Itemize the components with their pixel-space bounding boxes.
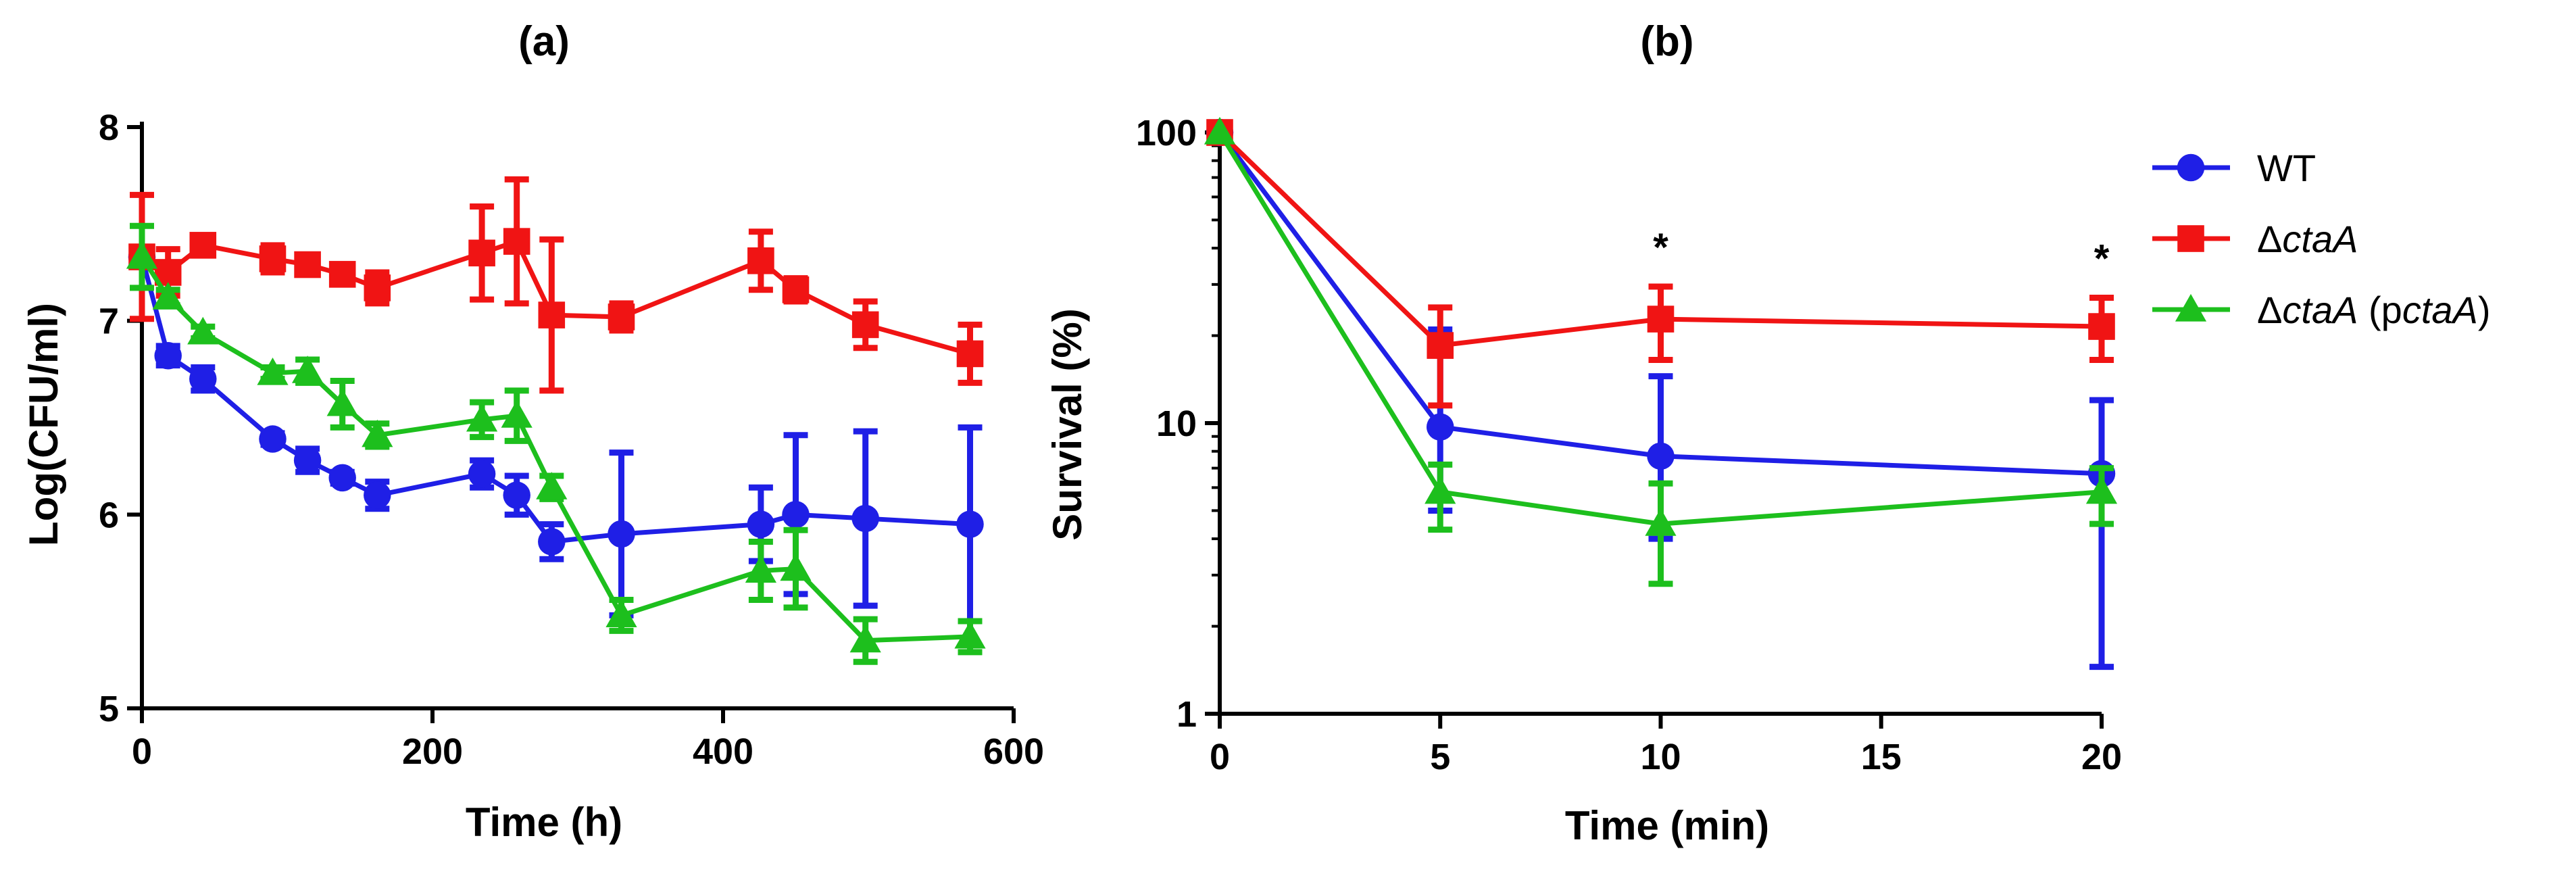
- chart-a-point: [536, 472, 568, 499]
- chart-b-point: [1425, 476, 1456, 504]
- chart-a-point: [294, 251, 321, 278]
- chart-b-series-ctaa: [1206, 119, 2115, 409]
- chart-a-point: [152, 282, 184, 310]
- chart-b-series-ctaa-pctaa: [1204, 116, 2118, 587]
- chart-a-point: [747, 247, 774, 274]
- legend-swatch-1: [2152, 225, 2230, 252]
- chart-a-point: [956, 510, 984, 538]
- chart-a-point: [605, 600, 637, 627]
- chart-b: (b) Time (min) Survival (%) 0 5 10 15 20 1 10 1…: [1045, 18, 2122, 848]
- legend: WT ΔctaA ΔctaA (pctaA): [2152, 147, 2491, 331]
- chart-a-point: [293, 446, 322, 474]
- chart-a-point: [259, 425, 287, 453]
- chart-a-y-tick-label: 5: [99, 689, 119, 729]
- legend-swatch-marker: [2177, 153, 2205, 182]
- chart-a-xlabel: Time (h): [466, 800, 622, 845]
- chart-a-point: [956, 340, 984, 368]
- legend-label-wt: WT: [2257, 147, 2316, 189]
- chart-b-point: [1647, 442, 1675, 470]
- legend-item-wt: WT: [2257, 147, 2316, 189]
- chart-b-error-bar: [2089, 397, 2114, 670]
- chart-a-point: [538, 301, 566, 328]
- chart-b-y-tick-label: 10: [1156, 404, 1197, 444]
- chart-a-point: [745, 555, 776, 583]
- legend-label-ctaa: ΔctaA: [2257, 218, 2358, 260]
- chart-a-point: [189, 232, 217, 259]
- chart-a-series-ctaa: [128, 176, 984, 394]
- chart-a-point: [501, 400, 532, 428]
- chart-a-point: [782, 276, 810, 303]
- chart-a-y-tick-label: 7: [99, 301, 119, 342]
- legend-swatch-marker: [2175, 293, 2207, 322]
- chart-b-point: [1645, 508, 1677, 536]
- chart-a-point: [189, 365, 217, 393]
- chart-b-x-tick-label: 20: [2081, 737, 2122, 777]
- chart-a-point: [257, 357, 289, 385]
- chart-a-point: [328, 464, 356, 492]
- chart-b-x-tick-label: 15: [1861, 737, 1902, 777]
- legend-label-ctaa-pctaa: ΔctaA (pctaA): [2257, 289, 2491, 331]
- chart-a-x-tick-label: 0: [132, 731, 152, 772]
- chart-a-point: [187, 316, 219, 345]
- chart-a-point: [608, 520, 635, 548]
- chart-a-point: [154, 342, 182, 370]
- chart-b-line-ctaa: [1218, 130, 2102, 348]
- chart-a-point: [503, 481, 530, 509]
- chart-a-point: [468, 239, 495, 267]
- chart-b-point: [2085, 476, 2118, 504]
- chart-b-y-tick-label: 100: [1136, 113, 1197, 153]
- legend-item-ctaa-pctaa: ΔctaA (pctaA): [2257, 289, 2491, 331]
- chart-a-point: [259, 245, 287, 272]
- chart-b-significance-marker: *: [2094, 237, 2110, 281]
- chart-b-point: [1204, 116, 1236, 145]
- chart-a-ylabel: Log(CFU/ml): [21, 303, 66, 546]
- chart-a-point: [782, 501, 810, 529]
- chart-a-point: [851, 504, 879, 533]
- chart-a-series-ctaa-pctaa: [126, 222, 986, 665]
- chart-a-point: [126, 241, 158, 269]
- chart-b-line-ctaa-pctaa: [1218, 131, 2102, 527]
- chart-a-point: [328, 261, 356, 288]
- chart-a: (a) Time (h) Log(CFU/ml) 0 200 400 600 5 6 7 8: [21, 18, 1044, 845]
- legend-swatch-0: [2152, 153, 2230, 182]
- chart-b-xlabel: Time (min): [1565, 803, 1769, 848]
- chart-a-point: [608, 303, 635, 331]
- chart-a-point: [364, 274, 391, 301]
- chart-b-point: [1427, 332, 1454, 359]
- chart-a-x-tick-label: 400: [693, 731, 753, 772]
- chart-a-point: [849, 625, 881, 653]
- chart-b-point: [1427, 413, 1454, 441]
- chart-b-significance-marker: *: [1653, 226, 1668, 270]
- chart-b-point: [2088, 313, 2115, 340]
- chart-a-point: [292, 356, 324, 383]
- chart-a-point: [954, 620, 986, 649]
- chart-a-point: [747, 510, 775, 538]
- chart-a-y-tick-label: 8: [99, 107, 119, 148]
- chart-b-ylabel: Survival (%): [1045, 308, 1090, 540]
- chart-a-title: (a): [518, 18, 570, 65]
- chart-a-x-tick-label: 200: [402, 731, 463, 772]
- chart-a-point: [326, 388, 358, 416]
- chart-b-line-wt: [1218, 130, 2102, 477]
- legend-item-ctaa: ΔctaA: [2257, 218, 2358, 260]
- chart-a-point: [851, 311, 879, 339]
- chart-b-x-tick-label: 0: [1210, 737, 1230, 777]
- chart-a-point: [362, 419, 393, 447]
- chart-a-y-tick-label: 6: [99, 495, 119, 535]
- chart-a-point: [466, 404, 498, 432]
- chart-b-x-tick-label: 10: [1640, 737, 1681, 777]
- chart-a-point: [468, 460, 496, 488]
- chart-b-x-tick-label: 5: [1430, 737, 1450, 777]
- chart-a-point: [503, 228, 530, 255]
- legend-swatch-2: [2152, 293, 2230, 322]
- legend-swatch-marker: [2177, 225, 2204, 252]
- chart-b-point: [1647, 306, 1675, 333]
- chart-a-point: [364, 481, 391, 509]
- chart-a-point: [780, 553, 812, 581]
- chart-b-y-tick-label: 1: [1176, 694, 1197, 735]
- chart-a-point: [538, 528, 566, 556]
- chart-b-title: (b): [1640, 18, 1693, 65]
- chart-a-x-tick-label: 600: [983, 731, 1044, 772]
